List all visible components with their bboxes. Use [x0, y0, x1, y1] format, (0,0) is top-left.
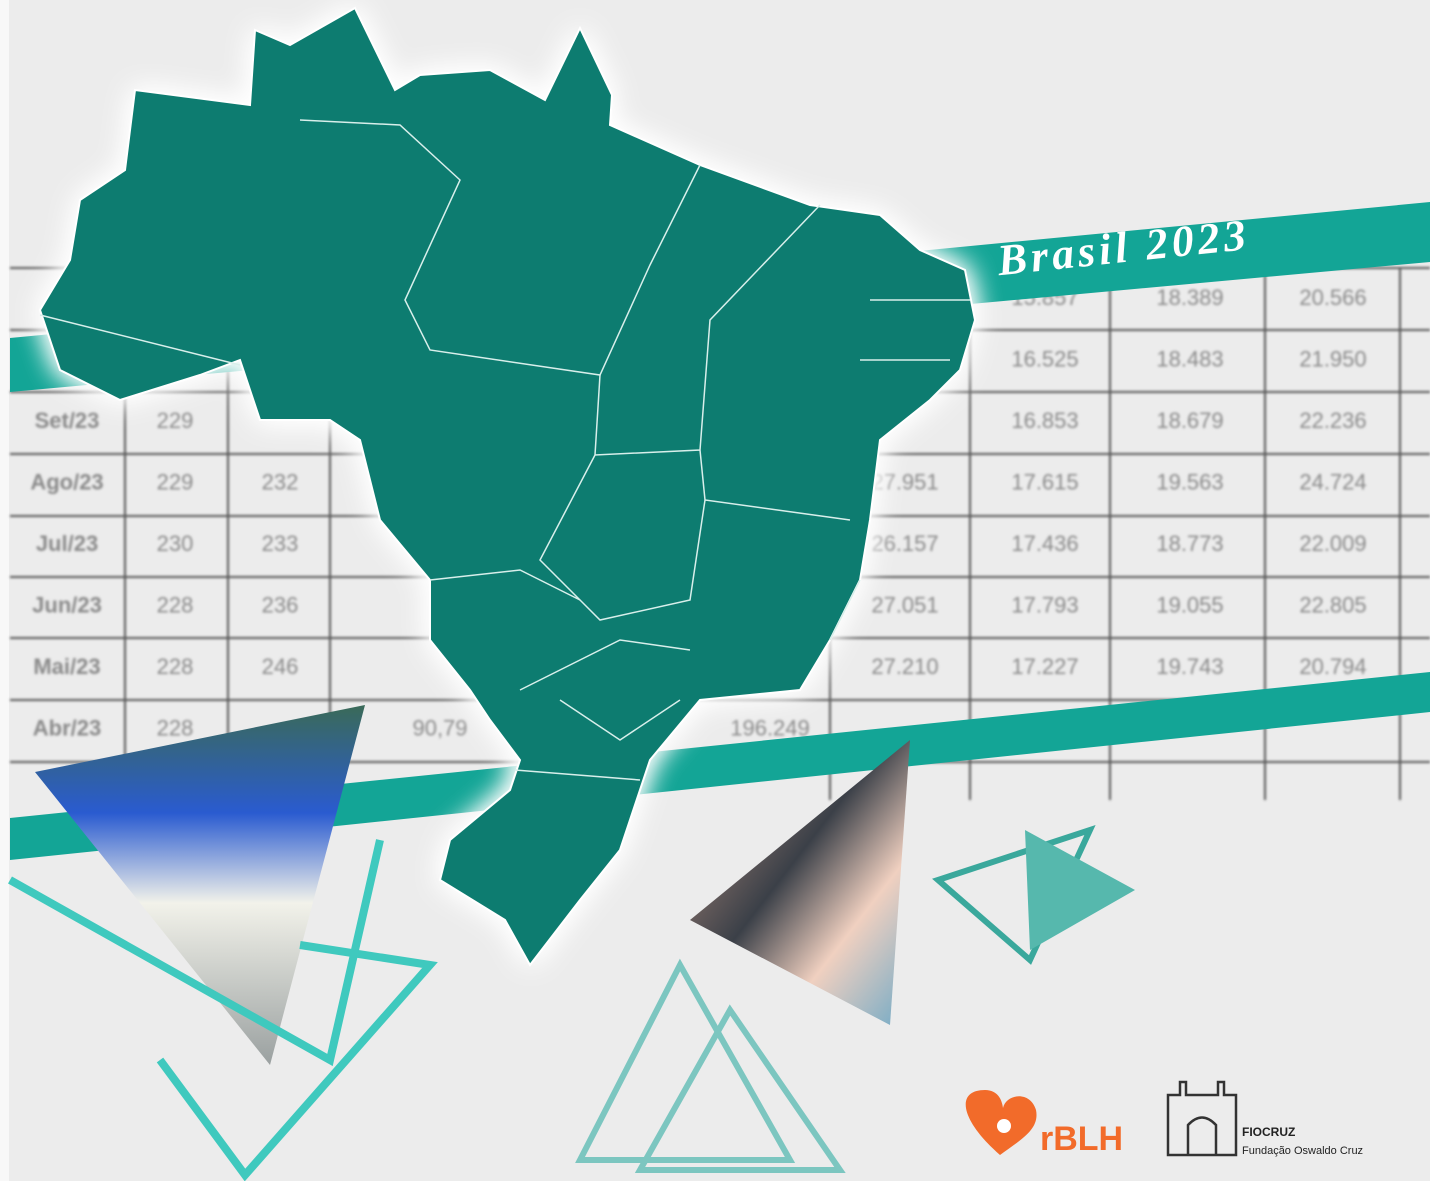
table-cell: 17.615	[1011, 469, 1078, 494]
table-cell: 19.563	[1156, 469, 1223, 494]
table-cell: 21.950	[1299, 346, 1366, 371]
table-cell: Set/23	[35, 408, 100, 433]
table-cell: 20.566	[1299, 285, 1366, 310]
table-cell: 228	[157, 715, 194, 740]
table-cell: 24.724	[1299, 469, 1366, 494]
table-cell: 233	[262, 531, 299, 556]
table-cell: 16.525	[1011, 346, 1078, 371]
table-cell: Jun/23	[32, 592, 102, 617]
fiocruz-logo: FIOCRUZ	[1242, 1125, 1295, 1139]
table-cell: 18.679	[1156, 408, 1223, 433]
table-cell: 90,79	[412, 715, 467, 740]
table-cell: 22.236	[1299, 408, 1366, 433]
table-cell: 27.051	[871, 592, 938, 617]
table-cell: 228	[157, 654, 194, 679]
table-cell: Ago/23	[30, 469, 103, 494]
table-cell: 17.227	[1011, 654, 1078, 679]
table-cell: 230	[157, 531, 194, 556]
table-cell: 18.389	[1156, 285, 1223, 310]
table-cell: 246	[262, 654, 299, 679]
table-cell: Mai/23	[33, 654, 100, 679]
rblh-drop	[997, 1119, 1011, 1133]
table-cell: 26.157	[871, 531, 938, 556]
table-cell: 27.210	[871, 654, 938, 679]
table-cell: 20.794	[1299, 654, 1366, 679]
table-cell: 19.055	[1156, 592, 1223, 617]
table-cell: 18.483	[1156, 346, 1223, 371]
table-cell: Jul/23	[36, 531, 98, 556]
table-cell: 22.009	[1299, 531, 1366, 556]
table-cell: 229	[157, 408, 194, 433]
left-edge	[0, 0, 9, 1181]
fiocruz-subtitle: Fundação Oswaldo Cruz	[1242, 1145, 1363, 1157]
table-cell: Abr/23	[33, 715, 101, 740]
table-cell: 27.951	[871, 469, 938, 494]
table-cell: 196.249	[730, 715, 810, 740]
table-cell: 236	[262, 592, 299, 617]
table-cell: 18.773	[1156, 531, 1223, 556]
table-cell: 229	[157, 469, 194, 494]
table-cell: 17.436	[1011, 531, 1078, 556]
table-cell: 232	[262, 469, 299, 494]
table-cell: 22.805	[1299, 592, 1366, 617]
banner: 15.85718.38920.56616.52518.48321.950Set/…	[0, 0, 1430, 1181]
table-cell: 19.743	[1156, 654, 1223, 679]
table-cell: 17.793	[1011, 592, 1078, 617]
table-cell: 16.853	[1011, 408, 1078, 433]
page: {"banner_title": "Brasil 2023", "table":…	[0, 0, 1430, 1181]
rblh-logo: rBLH	[1040, 1120, 1123, 1158]
table-cell: 228	[157, 592, 194, 617]
